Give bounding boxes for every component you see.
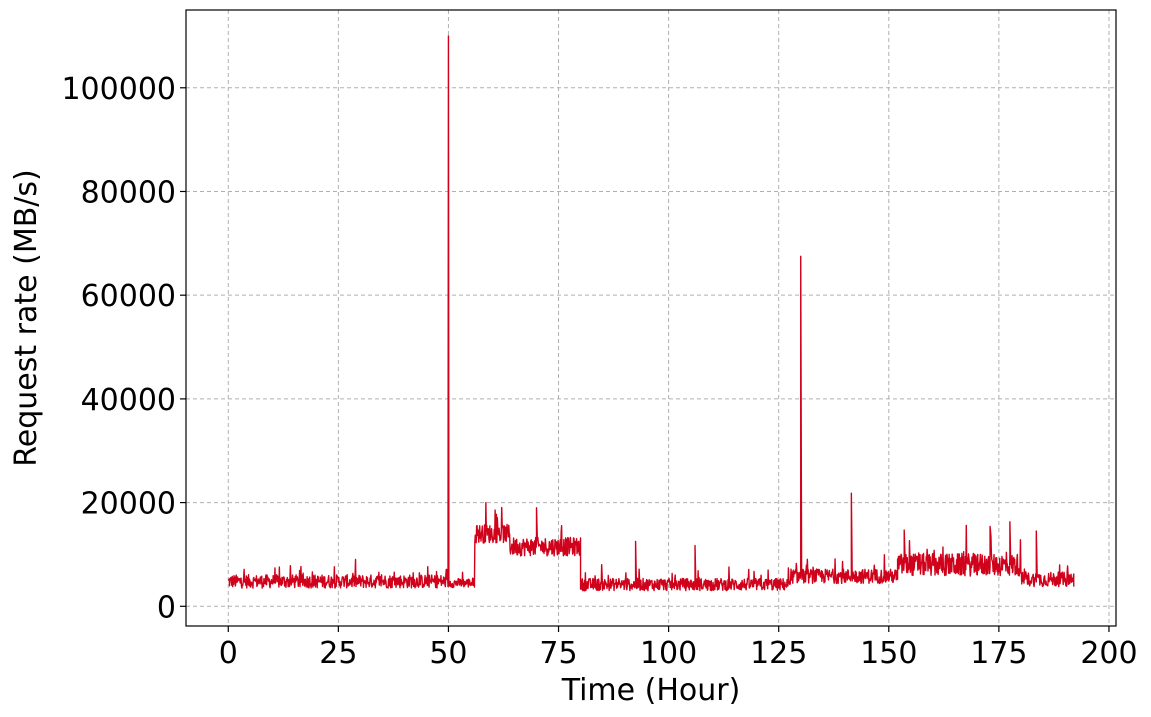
x-tick-label: 200 — [1080, 636, 1137, 671]
x-tick-label: 125 — [750, 636, 807, 671]
y-axis-label: Request rate (MB/s) — [9, 169, 44, 466]
y-tick-label: 100000 — [61, 72, 176, 107]
x-axis: 0 25 50 75 100 125 150 175 200 — [219, 626, 1138, 671]
y-axis: 0 20000 40000 60000 80000 100000 — [61, 72, 186, 625]
x-tick-label: 0 — [219, 636, 238, 671]
x-tick-label: 75 — [539, 636, 577, 671]
y-tick-label: 80000 — [81, 175, 176, 210]
y-tick-label: 0 — [157, 590, 176, 625]
x-tick-label: 175 — [970, 636, 1027, 671]
y-tick-label: 40000 — [81, 383, 176, 418]
grid — [186, 10, 1116, 626]
x-tick-label: 150 — [860, 636, 917, 671]
y-tick-label: 60000 — [81, 279, 176, 314]
x-axis-label: Time (Hour) — [561, 673, 741, 708]
y-tick-label: 20000 — [81, 487, 176, 522]
series-group — [227, 35, 1075, 592]
series-line-0 — [227, 35, 1075, 592]
x-tick-label: 50 — [429, 636, 467, 671]
x-tick-label: 100 — [640, 636, 697, 671]
x-tick-label: 25 — [319, 636, 357, 671]
plot-frame — [185, 9, 1117, 627]
